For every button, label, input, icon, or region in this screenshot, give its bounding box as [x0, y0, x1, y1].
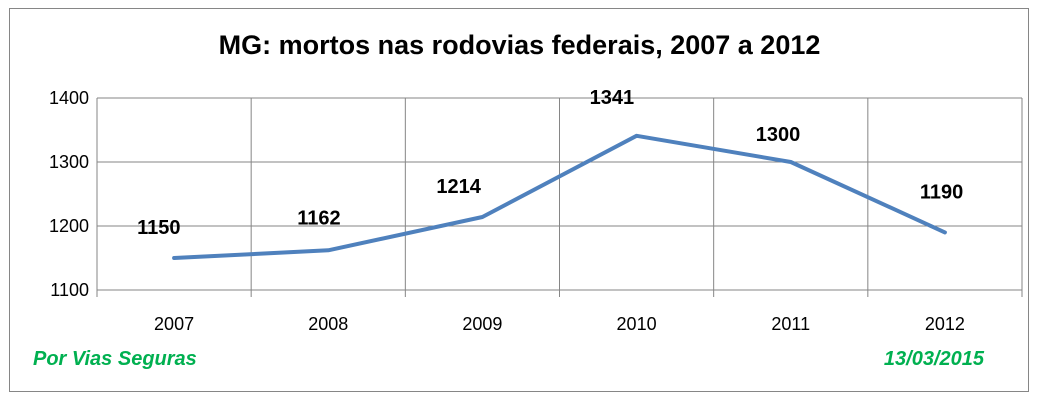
x-tick-label: 2012	[925, 314, 965, 334]
series-line	[172, 133, 947, 260]
chart-grid	[96, 97, 1023, 297]
x-tick-label: 2009	[462, 314, 502, 334]
data-label: 1190	[920, 181, 963, 203]
data-label: 1341	[590, 87, 635, 109]
data-labels: 1150 1162 1214 1341 1300 1190	[137, 87, 963, 239]
data-label: 1214	[436, 176, 481, 198]
chart-title: MG: mortos nas rodovias federais, 2007 a…	[218, 30, 821, 60]
source-label: Por Vias Seguras	[33, 348, 197, 370]
x-tick-label: 2011	[771, 314, 810, 334]
data-label: 1162	[297, 207, 340, 229]
y-tick-label: 1400	[49, 88, 89, 108]
data-label: 1150	[137, 217, 180, 239]
x-tick-label: 2008	[308, 314, 348, 334]
y-axis: 1100 1200 1300 1400	[49, 88, 89, 300]
x-tick-label: 2010	[617, 314, 657, 334]
chart-frame	[9, 8, 1029, 392]
y-tick-label: 1100	[50, 280, 89, 300]
y-tick-label: 1300	[49, 152, 89, 172]
x-axis: 2007 2008 2009 2010 2011 2012	[154, 314, 965, 334]
x-tick-label: 2007	[154, 314, 194, 334]
date-label: 13/03/2015	[883, 348, 984, 370]
data-label: 1300	[756, 124, 801, 146]
y-tick-label: 1200	[49, 216, 89, 236]
